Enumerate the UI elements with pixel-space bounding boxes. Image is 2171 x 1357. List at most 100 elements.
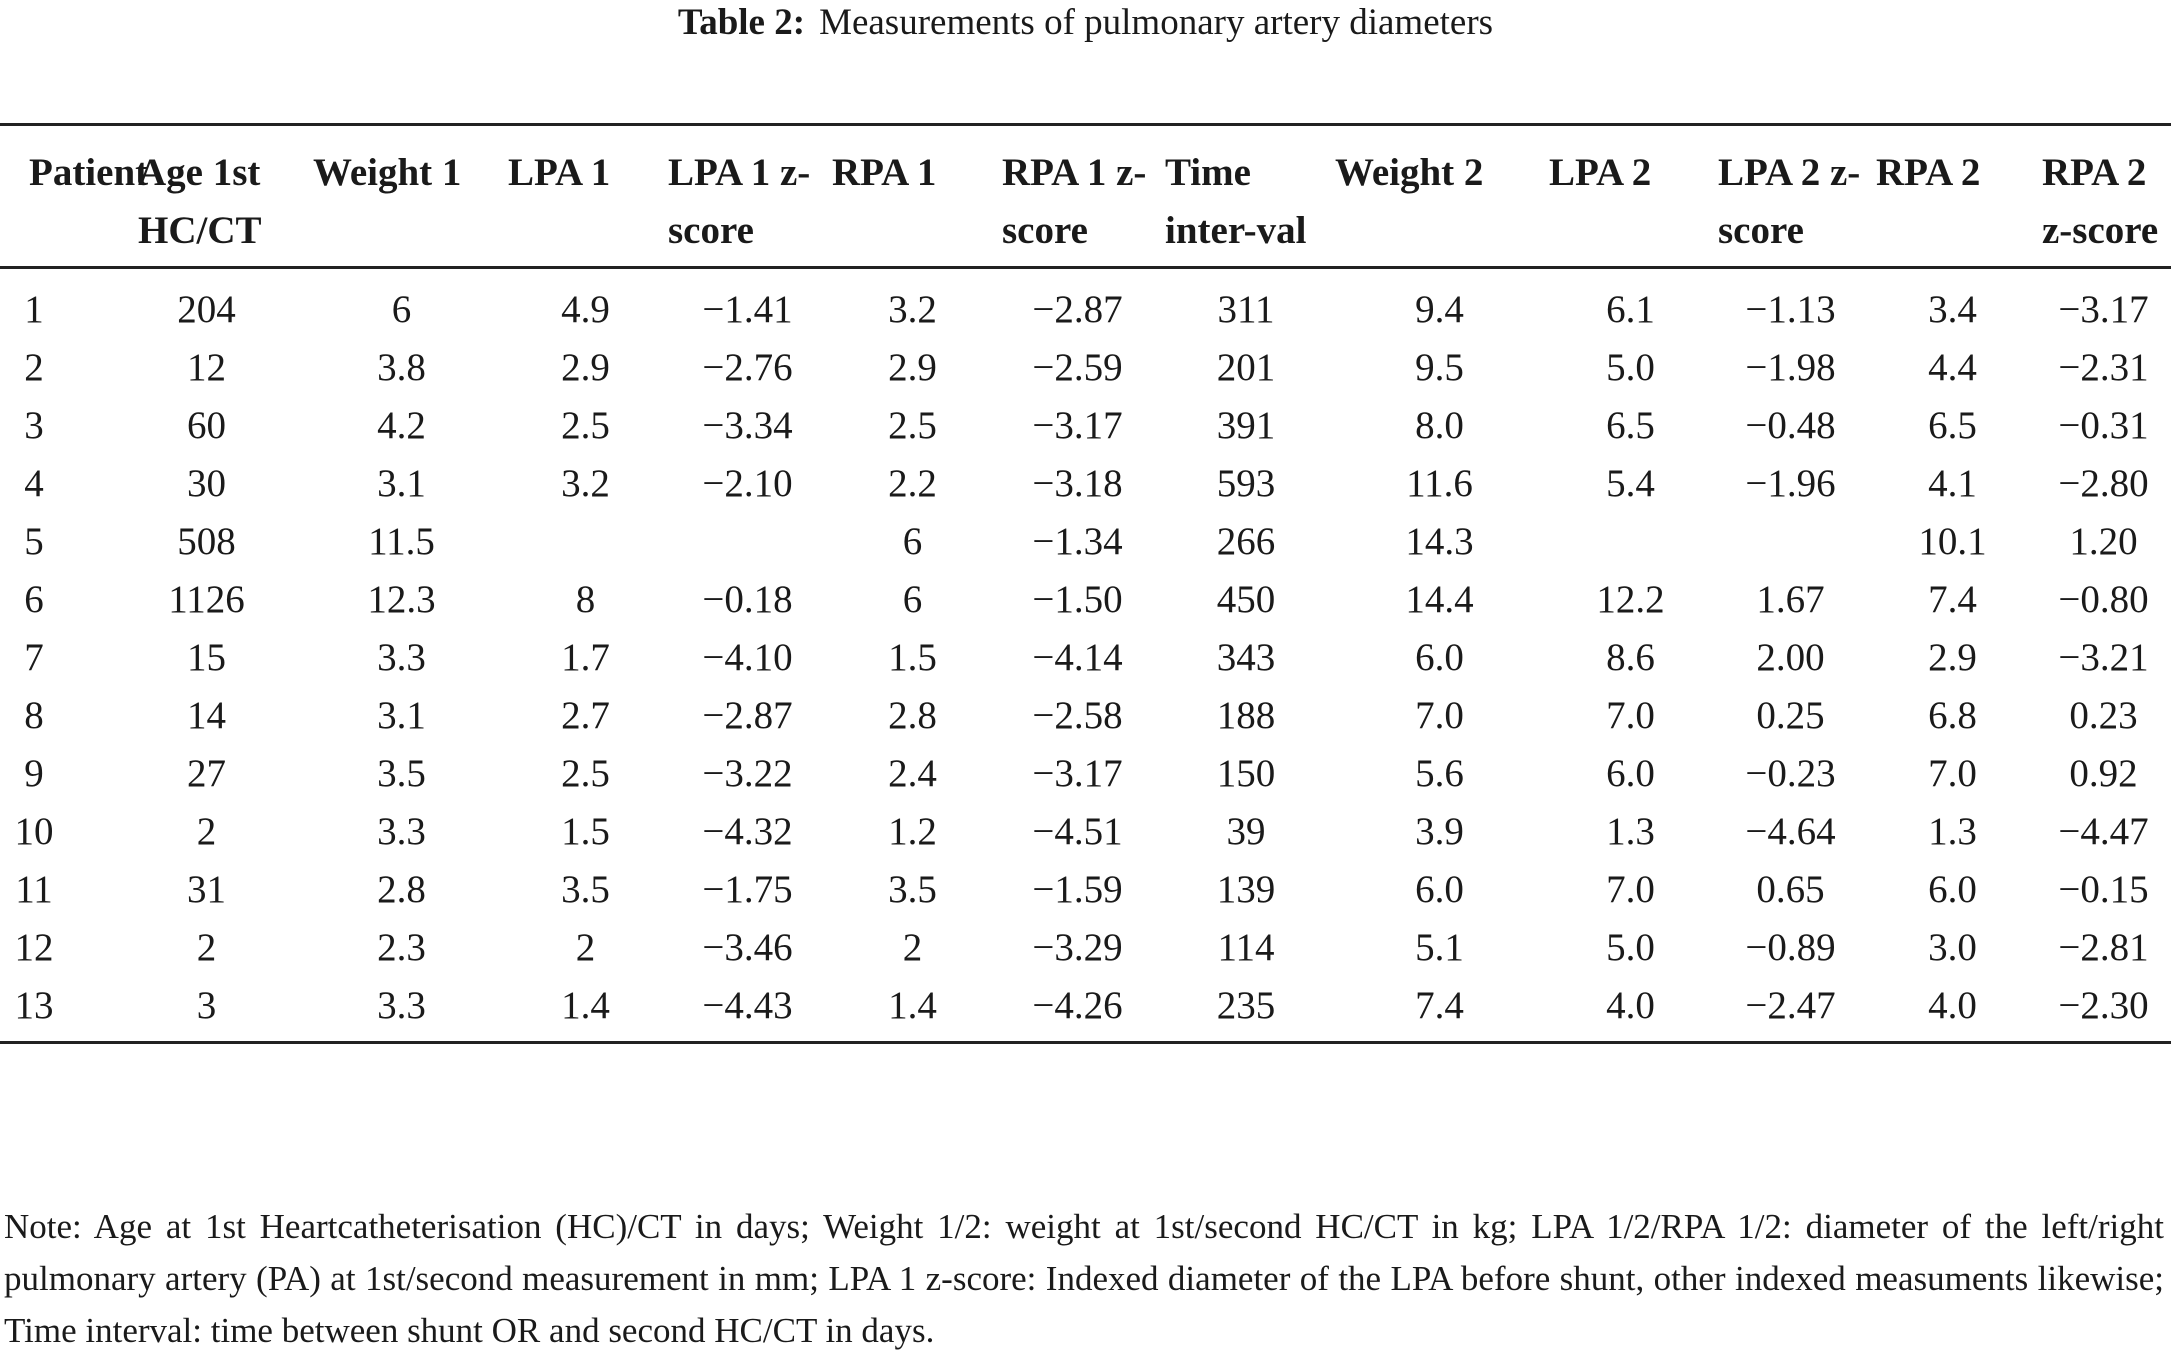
cell-rpa-2-zscore: −2.31	[2058, 346, 2149, 389]
cell-weight-1: 12.3	[367, 578, 436, 621]
cell-rpa-2: 4.0	[1928, 984, 1977, 1027]
cell-weight-2: 14.4	[1405, 578, 1474, 621]
cell-weight-1: 11.5	[368, 520, 435, 563]
cell-rpa-2-zscore: −2.80	[2058, 462, 2149, 505]
cell-lpa-2-zscore: 0.65	[1756, 868, 1825, 911]
cell-weight-1: 4.2	[377, 404, 426, 447]
cell-lpa-1: 1.5	[561, 810, 610, 853]
cell-lpa-1-zscore: −4.32	[702, 810, 793, 853]
table-row: 10 2 3.3 1.5 −4.32 1.2 −4.51 39 3.9 1.3 −4.64 1.3 −4…	[0, 803, 2171, 861]
cell-patient: 2	[24, 346, 44, 389]
cell-lpa-2: 7.0	[1606, 868, 1655, 911]
table-row: 9 27 3.5 2.5 −3.22 2.4 −3.17 150 5.6 6.0 −0.23 7.0 0…	[0, 745, 2171, 803]
table-row: 12 2 2.3 2 −3.46 2 −3.29 114 5.1 5.0 −0.89 3.0 −2.81	[0, 919, 2171, 977]
column-header: RPA 1	[832, 151, 937, 194]
cell-patient: 4	[24, 462, 44, 505]
cell-patient: 7	[24, 636, 44, 679]
cell-rpa-1-zscore: −2.58	[1032, 694, 1123, 737]
cell-weight-1: 3.3	[377, 810, 426, 853]
cell-rpa-2: 2.9	[1928, 636, 1977, 679]
table-row: 2 12 3.8 2.9 −2.76 2.9 −2.59 201 9.5 5.0 −1.98 4.4 −…	[0, 339, 2171, 397]
cell-rpa-1: 1.5	[888, 636, 937, 679]
cell-time-interval: 39	[1226, 810, 1266, 853]
table-note: Note: Age at 1st Heartcatheterisation (H…	[4, 1207, 2164, 1350]
column-header: RPA 2	[1876, 151, 1981, 194]
cell-lpa-2-zscore: −1.13	[1745, 288, 1836, 331]
cell-patient: 6	[24, 578, 44, 621]
cell-weight-2: 3.9	[1415, 810, 1464, 853]
cell-rpa-1: 2.5	[888, 404, 937, 447]
cell-rpa-1-zscore: −1.59	[1032, 868, 1123, 911]
cell-weight-2: 5.1	[1415, 926, 1464, 969]
cell-rpa-2: 3.0	[1928, 926, 1977, 969]
cell-lpa-1-zscore: −2.76	[702, 346, 793, 389]
cell-weight-2: 8.0	[1415, 404, 1464, 447]
cell-lpa-1: 3.5	[561, 868, 610, 911]
cell-lpa-1-zscore	[663, 513, 832, 571]
cell-weight-2: 6.0	[1415, 636, 1464, 679]
cell-rpa-1-zscore: −4.26	[1032, 984, 1123, 1027]
header-row: Patient Age 1st HC/CT Weight 1 LPA 1 LPA…	[0, 124, 2171, 268]
cell-patient: 12	[14, 926, 54, 969]
table-caption: Table 2: Measurements of pulmonary artery…	[0, 0, 2171, 46]
cell-rpa-1: 2.9	[888, 346, 937, 389]
cell-patient: 8	[24, 694, 44, 737]
cell-weight-2: 14.3	[1405, 520, 1474, 563]
cell-weight-1: 2.8	[377, 868, 426, 911]
cell-rpa-1-zscore: −3.18	[1032, 462, 1123, 505]
cell-rpa-1-zscore: −2.59	[1032, 346, 1123, 389]
cell-age: 27	[187, 752, 226, 795]
cell-rpa-2-zscore: −0.15	[2058, 868, 2149, 911]
table-row: 4 30 3.1 3.2 −2.10 2.2 −3.18 593 11.6 5.4 −1.96 4.1…	[0, 455, 2171, 513]
cell-rpa-1-zscore: −1.50	[1032, 578, 1123, 621]
cell-rpa-1: 2	[902, 926, 923, 969]
cell-rpa-2: 6.5	[1928, 404, 1977, 447]
cell-time-interval: 114	[1217, 926, 1275, 969]
cell-rpa-1: 2.2	[888, 462, 937, 505]
cell-lpa-2-zscore: 1.67	[1756, 578, 1825, 621]
cell-time-interval: 188	[1216, 694, 1276, 737]
cell-rpa-2-zscore: −0.31	[2058, 404, 2149, 447]
cell-rpa-1: 1.4	[888, 984, 937, 1027]
column-header: Patient	[29, 151, 149, 194]
cell-lpa-1-zscore: −4.43	[702, 984, 793, 1027]
cell-lpa-2-zscore: −2.47	[1745, 984, 1836, 1027]
cell-rpa-1: 3.5	[888, 868, 937, 911]
cell-age: 14	[187, 694, 226, 737]
cell-lpa-1-zscore: −2.87	[702, 694, 793, 737]
cell-age: 15	[187, 636, 226, 679]
column-header: LPA 1	[508, 151, 611, 194]
cell-lpa-2-zscore: −0.23	[1745, 752, 1836, 795]
cell-rpa-1: 2.8	[888, 694, 937, 737]
cell-lpa-2-zscore: −0.89	[1745, 926, 1836, 969]
cell-patient: 1	[24, 288, 44, 331]
cell-lpa-2: 6.5	[1606, 404, 1655, 447]
cell-rpa-1: 6	[902, 520, 923, 563]
cell-rpa-2: 4.1	[1928, 462, 1977, 505]
cell-lpa-1-zscore: −3.34	[702, 404, 793, 447]
column-header: Weight 1	[313, 151, 462, 194]
table-row: 7 15 3.3 1.7 −4.10 1.5 −4.14 343 6.0 8.6 2.00 2.9 −3…	[0, 629, 2171, 687]
cell-weight-1: 6	[391, 288, 412, 331]
cell-lpa-1: 1.4	[561, 984, 610, 1027]
cell-lpa-1-zscore: −3.46	[702, 926, 793, 969]
cell-age: 12	[187, 346, 226, 389]
cell-rpa-2-zscore: 0.92	[2069, 752, 2138, 795]
measurements-table: Patient Age 1st HC/CT Weight 1 LPA 1 LPA…	[0, 123, 2171, 1044]
table-caption-label: Table 2:	[677, 2, 806, 43]
cell-rpa-2: 3.4	[1928, 288, 1977, 331]
cell-lpa-2: 4.0	[1606, 984, 1655, 1027]
cell-time-interval: 139	[1216, 868, 1276, 911]
table-caption-title: Measurements of pulmonary artery diamete…	[819, 2, 1494, 43]
cell-rpa-2-zscore: −2.30	[2058, 984, 2149, 1027]
cell-lpa-2: 5.0	[1606, 926, 1655, 969]
cell-lpa-2-zscore: 2.00	[1756, 636, 1825, 679]
table-row: 3 60 4.2 2.5 −3.34 2.5 −3.17 391 8.0 6.5 −0.48 6.5 −…	[0, 397, 2171, 455]
cell-rpa-2-zscore: 0.23	[2069, 694, 2138, 737]
cell-weight-2: 7.4	[1415, 984, 1464, 1027]
cell-rpa-1: 1.2	[888, 810, 937, 853]
cell-lpa-2: 12.2	[1596, 578, 1665, 621]
table-row: 8 14 3.1 2.7 −2.87 2.8 −2.58 188 7.0 7.0 0.25 6.8 0.…	[0, 687, 2171, 745]
column-header: Age 1st HC/CT	[138, 151, 262, 252]
cell-lpa-1: 8	[575, 578, 596, 621]
